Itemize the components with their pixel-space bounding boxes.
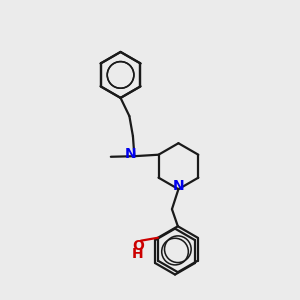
Text: N: N: [173, 179, 185, 193]
Text: O: O: [132, 239, 144, 253]
Text: H: H: [132, 247, 144, 261]
Text: N: N: [125, 147, 136, 161]
